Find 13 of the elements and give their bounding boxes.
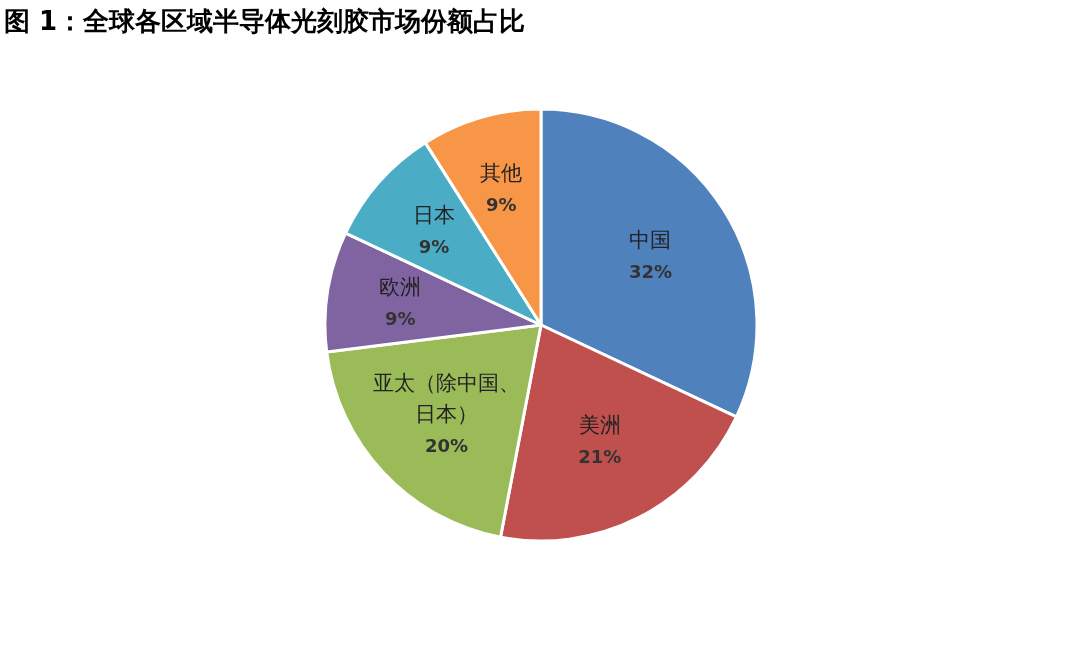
data-label: 9% — [485, 193, 517, 215]
slice-label: 其他 — [480, 160, 523, 185]
data-label: 21% — [578, 445, 622, 467]
data-label: 9% — [418, 236, 450, 258]
slice-label: 中国 — [629, 228, 672, 253]
slice-label: 美洲 — [578, 412, 621, 437]
data-label: 20% — [424, 434, 469, 456]
data-label: 32% — [628, 261, 672, 283]
chart-title: 图 1：全球各区域半导体光刻胶市场份额占比 — [4, 6, 526, 36]
slice-label: 欧洲 — [379, 275, 422, 300]
slice-label: 日本 — [413, 203, 456, 228]
data-label: 9% — [384, 308, 416, 330]
slice-label: 亚太（除中国、日本） — [373, 370, 521, 426]
